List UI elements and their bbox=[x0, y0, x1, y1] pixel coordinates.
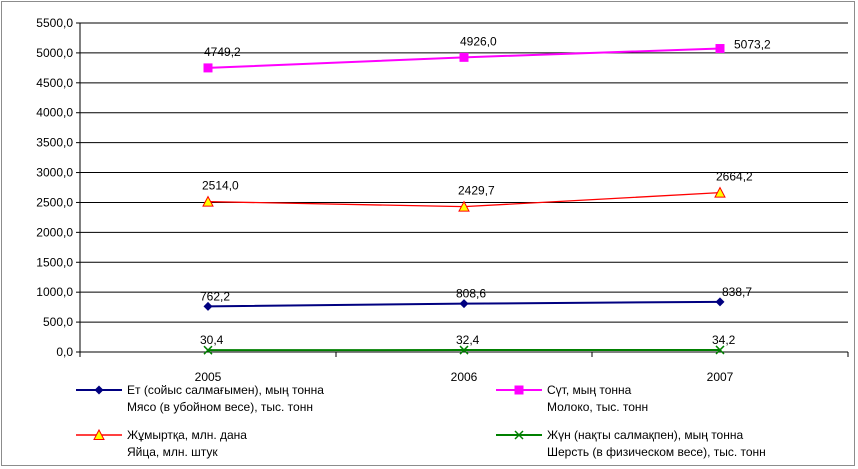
data-label: 32,4 bbox=[456, 333, 480, 347]
legend-label: Молоко, тыс. тонн bbox=[547, 400, 649, 414]
legend-label: Яйца, млн. штук bbox=[127, 445, 218, 459]
data-point-square bbox=[203, 63, 213, 73]
data-label: 4926,0 bbox=[460, 34, 497, 48]
series-group bbox=[202, 44, 726, 355]
y-tick-label: 2500,0 bbox=[36, 195, 73, 209]
data-point-square bbox=[459, 52, 469, 62]
data-label: 34,2 bbox=[712, 333, 736, 347]
data-point-triangle bbox=[458, 200, 470, 212]
data-label: 2664,2 bbox=[716, 170, 753, 184]
data-label: 30,4 bbox=[200, 333, 224, 347]
y-tick-label: 5500,0 bbox=[36, 16, 73, 30]
data-label: 762,2 bbox=[200, 289, 230, 303]
legend-label: Сүт, мың тонна bbox=[547, 383, 632, 397]
data-point-triangle bbox=[202, 195, 214, 207]
y-tick-label: 4000,0 bbox=[36, 106, 73, 120]
axes: 0,0 500,0 1000,0 1500,0 2000,0 2500,0 3000,0 35… bbox=[36, 16, 849, 384]
data-point-diamond bbox=[715, 297, 725, 307]
data-point-triangle bbox=[714, 186, 726, 198]
x-tick-label: 2005 bbox=[195, 370, 222, 384]
data-point-diamond bbox=[203, 301, 213, 311]
x-tick-label: 2007 bbox=[707, 370, 734, 384]
data-point-x bbox=[715, 345, 725, 355]
data-label: 2429,7 bbox=[458, 184, 495, 198]
diamond-marker-icon bbox=[94, 385, 104, 395]
y-tick-label: 0,0 bbox=[56, 345, 73, 359]
x-tick-label: 2006 bbox=[451, 370, 478, 384]
y-tick-label: 2000,0 bbox=[36, 225, 73, 239]
legend-label: Жүн (нақты салмақпен), мың тонна bbox=[547, 428, 744, 442]
legend-label: Жұмыртқа, млн. дана bbox=[127, 428, 247, 442]
y-tick-label: 1500,0 bbox=[36, 255, 73, 269]
data-point-diamond bbox=[459, 299, 469, 309]
y-tick-label: 5000,0 bbox=[36, 46, 73, 60]
legend-key-wool bbox=[496, 430, 542, 440]
x-marker-icon bbox=[514, 430, 524, 440]
data-point-x bbox=[203, 345, 213, 355]
legend-label: Ет (сойыс салмағымен), мың тонна bbox=[127, 383, 324, 397]
y-tick-label: 3000,0 bbox=[36, 166, 73, 180]
data-point-square bbox=[715, 44, 725, 54]
triangle-marker-icon bbox=[93, 428, 105, 440]
legend-label: Шерсть (в физическом весе), тыс. тонн bbox=[547, 445, 766, 459]
legend-key-meat bbox=[76, 385, 122, 395]
legend-key-milk bbox=[496, 385, 542, 395]
legend-key-eggs bbox=[76, 428, 122, 440]
data-label: 2514,0 bbox=[202, 179, 239, 193]
data-labels: 762,2 808,6 838,7 4749,2 4926,0 5073,2 2514,0 2… bbox=[200, 34, 771, 347]
data-label: 5073,2 bbox=[734, 38, 771, 52]
data-label: 838,7 bbox=[722, 285, 752, 299]
y-tick-label: 500,0 bbox=[43, 315, 73, 329]
legend-label: Мясо (в убойном весе), тыс. тонн bbox=[127, 400, 313, 414]
y-tick-label: 4500,0 bbox=[36, 76, 73, 90]
data-label: 4749,2 bbox=[204, 45, 241, 59]
y-tick-label: 3500,0 bbox=[36, 136, 73, 150]
data-label: 808,6 bbox=[456, 287, 486, 301]
y-tick-label: 1000,0 bbox=[36, 285, 73, 299]
data-point-x bbox=[459, 345, 469, 355]
square-marker-icon bbox=[514, 385, 524, 395]
